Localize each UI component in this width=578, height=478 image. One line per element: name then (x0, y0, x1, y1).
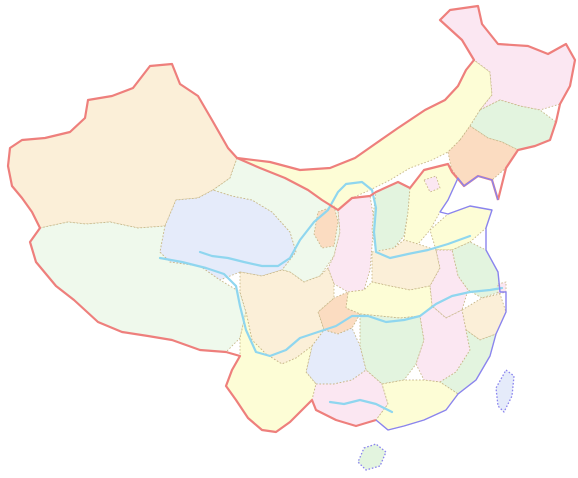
land-border (6, 62, 500, 434)
yangtze-river (158, 256, 504, 358)
province-qinghai (159, 189, 297, 281)
province-liaoning (447, 125, 519, 187)
province-yunnan (225, 311, 317, 433)
province-jilin (469, 99, 557, 151)
provinces-layer (7, 5, 576, 471)
yellow-river (198, 180, 472, 268)
province-taiwan (495, 369, 515, 413)
province-shaanxi (327, 195, 375, 293)
province-beijing (423, 175, 441, 193)
province-henan (371, 239, 441, 291)
province-hainan (357, 443, 387, 471)
pearl-river (328, 398, 394, 414)
northeast-border (236, 4, 577, 201)
coast-line (375, 175, 507, 431)
rivers-layer (158, 180, 504, 414)
borders-layer (6, 4, 577, 434)
